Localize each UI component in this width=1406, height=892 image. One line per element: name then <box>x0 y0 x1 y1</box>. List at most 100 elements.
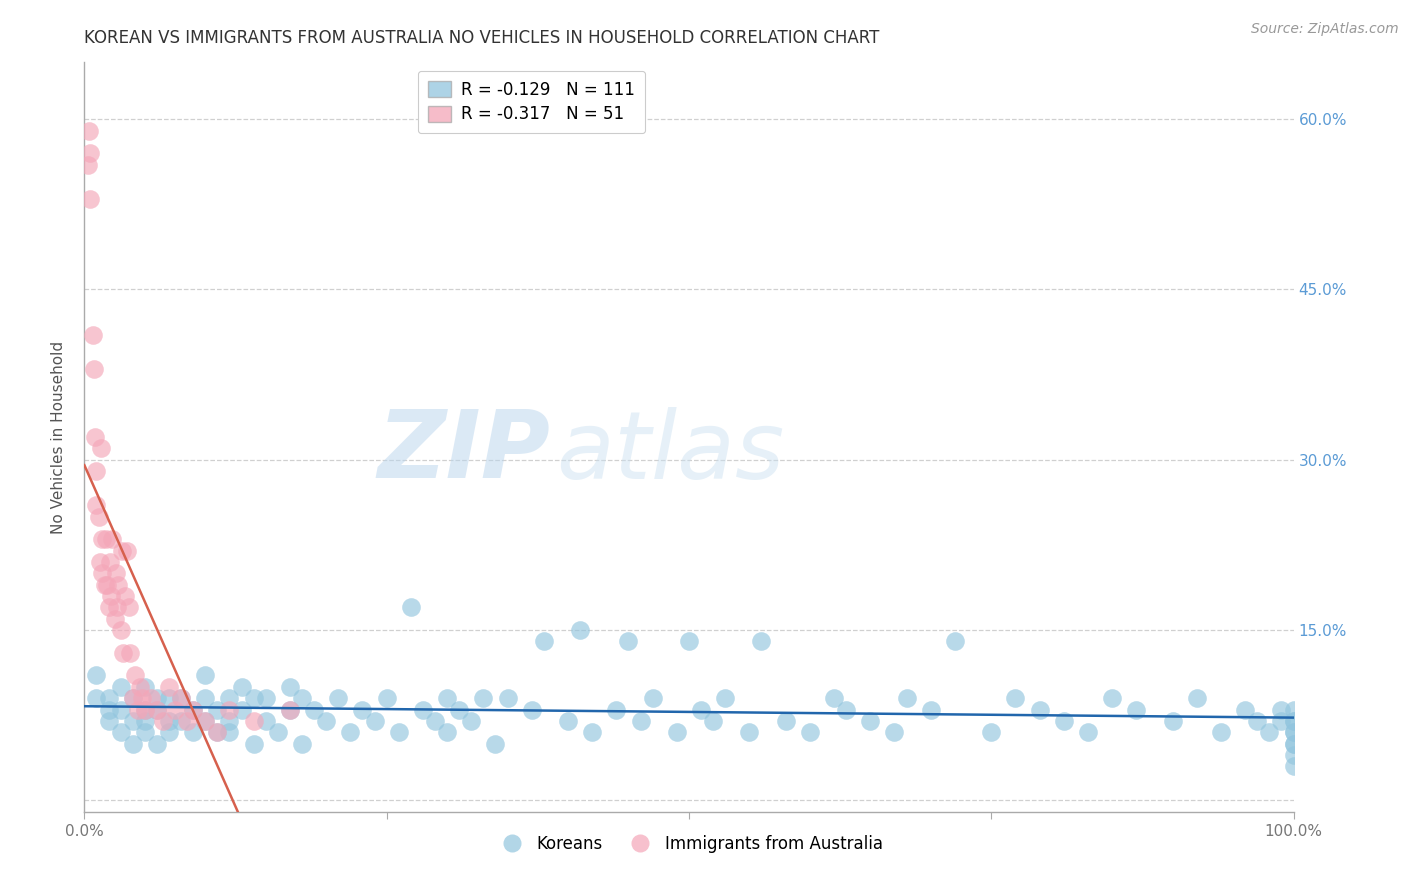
Point <box>91 533 114 547</box>
Point <box>291 691 314 706</box>
Point <box>1234 702 1257 716</box>
Point <box>363 714 385 728</box>
Point <box>520 702 543 716</box>
Point <box>1246 714 1268 728</box>
Point <box>98 555 121 569</box>
Point <box>738 725 761 739</box>
Point <box>86 691 108 706</box>
Point <box>291 737 314 751</box>
Point <box>127 702 149 716</box>
Point <box>315 714 337 728</box>
Point <box>302 702 325 716</box>
Point <box>943 634 966 648</box>
Point <box>207 725 229 739</box>
Point <box>207 702 229 716</box>
Point <box>100 589 122 603</box>
Point <box>569 623 592 637</box>
Point <box>91 566 114 581</box>
Point <box>412 702 434 716</box>
Point <box>112 646 135 660</box>
Point <box>131 691 153 706</box>
Point <box>157 714 180 728</box>
Point <box>134 702 156 716</box>
Point <box>84 430 107 444</box>
Point <box>194 714 217 728</box>
Point <box>134 714 156 728</box>
Point <box>472 691 495 706</box>
Point <box>207 725 229 739</box>
Point <box>121 714 143 728</box>
Point <box>920 702 942 716</box>
Point <box>110 623 132 637</box>
Point <box>79 192 101 206</box>
Point <box>194 714 217 728</box>
Point <box>121 691 143 706</box>
Point <box>1270 702 1292 716</box>
Point <box>96 577 118 591</box>
Point <box>97 714 120 728</box>
Point <box>339 725 361 739</box>
Point <box>157 680 180 694</box>
Point <box>194 691 217 706</box>
Text: Source: ZipAtlas.com: Source: ZipAtlas.com <box>1251 22 1399 37</box>
Point <box>859 714 882 728</box>
Text: KOREAN VS IMMIGRANTS FROM AUSTRALIA NO VEHICLES IN HOUSEHOLD CORRELATION CHART: KOREAN VS IMMIGRANTS FROM AUSTRALIA NO V… <box>84 29 880 47</box>
Point <box>1258 725 1281 739</box>
Point <box>702 714 724 728</box>
Point <box>94 577 117 591</box>
Point <box>630 714 652 728</box>
Point <box>242 714 264 728</box>
Point <box>170 714 193 728</box>
Point <box>388 725 411 739</box>
Point <box>86 668 108 682</box>
Point <box>121 691 143 706</box>
Point <box>114 589 136 603</box>
Point <box>641 691 664 706</box>
Point <box>157 725 180 739</box>
Point <box>1270 714 1292 728</box>
Point <box>194 668 217 682</box>
Point <box>146 702 169 716</box>
Point <box>231 702 253 716</box>
Point <box>121 737 143 751</box>
Point <box>134 725 156 739</box>
Point <box>1004 691 1026 706</box>
Point <box>436 691 458 706</box>
Point <box>181 702 204 716</box>
Point <box>152 714 174 728</box>
Point <box>254 691 277 706</box>
Point <box>110 680 132 694</box>
Legend: Koreans, Immigrants from Australia: Koreans, Immigrants from Australia <box>488 829 890 860</box>
Point <box>181 702 204 716</box>
Point <box>278 680 301 694</box>
Point <box>139 691 162 706</box>
Point <box>97 600 120 615</box>
Point <box>1077 725 1099 739</box>
Point <box>352 702 374 716</box>
Text: atlas: atlas <box>555 407 785 498</box>
Point <box>1282 737 1305 751</box>
Point <box>97 702 120 716</box>
Point <box>157 691 180 706</box>
Point <box>79 146 101 161</box>
Point <box>83 362 105 376</box>
Point <box>278 702 301 716</box>
Point <box>1209 725 1232 739</box>
Point <box>101 533 124 547</box>
Point <box>254 714 277 728</box>
Point <box>714 691 737 706</box>
Point <box>1282 747 1305 762</box>
Point <box>124 668 146 682</box>
Point <box>218 714 240 728</box>
Point <box>883 725 905 739</box>
Point <box>176 714 198 728</box>
Point <box>129 680 152 694</box>
Point <box>1282 725 1305 739</box>
Point <box>77 123 100 137</box>
Point <box>218 725 240 739</box>
Point <box>111 543 134 558</box>
Point <box>86 464 108 478</box>
Y-axis label: No Vehicles in Household: No Vehicles in Household <box>51 341 66 533</box>
Point <box>231 680 253 694</box>
Point <box>496 691 519 706</box>
